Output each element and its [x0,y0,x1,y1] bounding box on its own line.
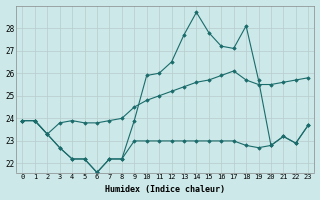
X-axis label: Humidex (Indice chaleur): Humidex (Indice chaleur) [105,185,225,194]
